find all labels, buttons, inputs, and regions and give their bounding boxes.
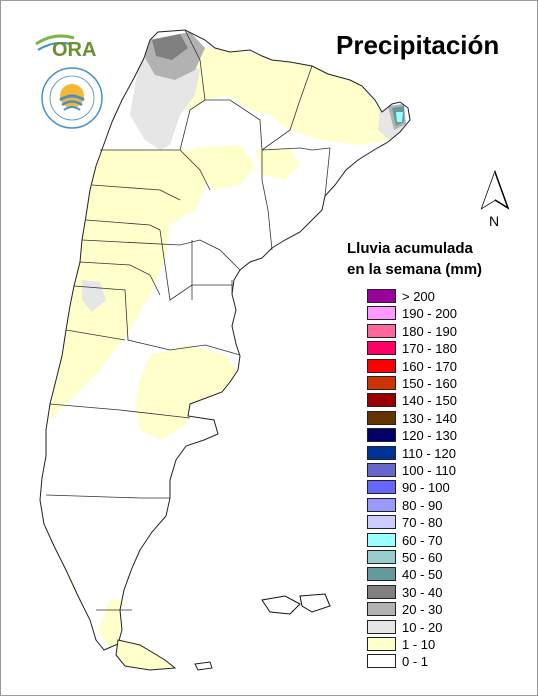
legend-swatch [367,376,396,390]
legend-swatch [367,289,396,303]
legend-item: 150 - 160 [367,375,507,392]
ora-logo-text: ORA [52,39,96,61]
legend-swatch [367,550,396,564]
legend-swatch [367,567,396,582]
zone-1-10-center [135,345,240,440]
north-arrow-icon: N [480,170,510,228]
legend-swatch [367,358,396,373]
legend-label: 80 - 90 [402,497,443,513]
legend-label: 90 - 100 [402,480,450,496]
legend-label: 100 - 110 [402,463,456,478]
legend-swatch [367,619,396,634]
legend-swatch [367,306,396,321]
zone-1-10-east [255,148,300,180]
legend-swatch [367,410,396,425]
zone-1-10-north [150,40,390,145]
malvinas-islands [261,593,331,615]
legend-swatch [367,532,396,547]
legend-swatch [367,602,396,617]
smn-seal [41,67,103,129]
legend-title-line1: Lluvia acumulada [347,240,473,257]
legend-item: 180 - 190 [367,323,507,340]
legend-item: 10 - 20 [367,619,507,636]
legend-swatch [367,428,396,443]
legend-label: 40 - 50 [402,567,443,583]
province-boundaries [45,29,331,611]
legend-label: 180 - 190 [402,323,457,339]
legend-label: > 200 [402,289,435,304]
legend-label: 170 - 180 [402,341,457,357]
zone-60-70-ne [396,112,403,122]
legend-swatch [367,584,396,599]
legend-swatch [367,515,396,530]
legend-swatch [367,637,396,651]
isla-estados [194,661,213,671]
legend-label: 50 - 60 [402,550,443,565]
north-label: N [489,213,499,228]
legend-item: 130 - 140 [367,410,507,427]
legend-item: 80 - 90 [367,497,507,514]
zone-10-20-nw [130,55,200,150]
legend-item: 40 - 50 [367,566,507,583]
legend-item: 170 - 180 [367,340,507,357]
legend-swatch [367,463,396,477]
legend-item: 90 - 100 [367,479,507,496]
legend-item: 20 - 30 [367,601,507,618]
legend-label: 1 - 10 [402,637,436,652]
legend-item: 190 - 200 [367,305,507,322]
legend-item: 50 - 60 [367,549,507,566]
legend-item: 1 - 10 [367,636,507,653]
legend-item: 30 - 40 [367,584,507,601]
legend-title-line2: en la semana (mm) [347,261,483,278]
legend-swatch [367,654,396,669]
map-title: Precipitación [336,30,500,60]
legend-swatch [367,497,396,512]
legend-item: 60 - 70 [367,532,507,549]
legend-item: 70 - 80 [367,514,507,531]
ora-logo: ORA [35,34,96,61]
legend-label: 120 - 130 [402,428,457,444]
legend-label: 140 - 150 [402,393,457,409]
legend-label: 150 - 160 [402,376,457,391]
legend-item: 110 - 120 [367,445,507,462]
legend-item: 160 - 170 [367,358,507,375]
legend-swatch [367,445,396,460]
legend-label: 20 - 30 [402,602,443,618]
legend-swatch [367,480,396,495]
legend-label: 30 - 40 [402,584,443,600]
legend-label: 130 - 140 [402,410,457,426]
legend-item: 120 - 130 [367,427,507,444]
legend-item: > 200 [367,288,507,305]
legend-title: Lluvia acumulada en la semana (mm) [347,238,482,280]
legend-label: 160 - 170 [402,358,457,374]
zone-30-40-nw [152,34,188,60]
legend-label: 10 - 20 [402,619,443,635]
zone-1-10-center2 [195,145,255,190]
legend-item: 140 - 150 [367,392,507,409]
legend-swatch [367,341,396,356]
tierra-del-fuego [115,639,177,671]
legend-label: 60 - 70 [402,532,443,548]
legend-label: 70 - 80 [402,515,443,531]
legend-swatch [367,323,396,338]
legend-label: 0 - 1 [402,654,429,670]
zone-1-10-west [50,150,210,420]
legend-item: 0 - 1 [367,653,507,670]
legend-label: 190 - 200 [402,306,457,322]
legend-item: 100 - 110 [367,462,507,479]
legend-swatch [367,393,396,408]
legend-label: 110 - 120 [402,445,456,461]
